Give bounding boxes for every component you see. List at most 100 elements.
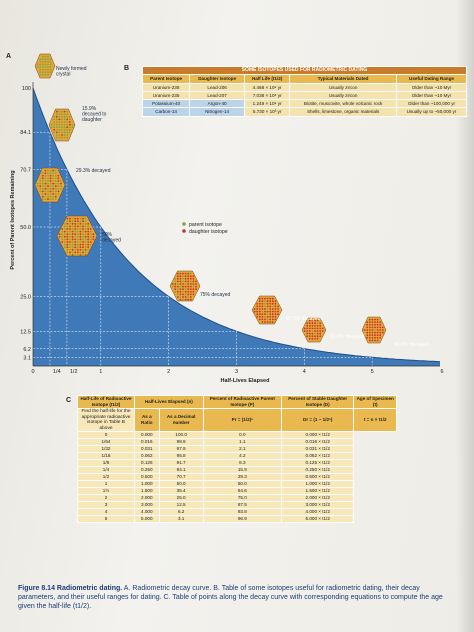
crystal-three-half-lives (251, 295, 283, 325)
y-tick-label: 6.2 (23, 347, 31, 353)
annotation-label: 29.3% decayed (76, 168, 111, 174)
y-tick-label: 25.0 (20, 295, 31, 301)
decay-points-row: 1/2 0.500 70.7 29.3 0.500 × t1/2 (77, 473, 397, 482)
decay-points-cell: 5.000 × t1/2 (280, 515, 355, 524)
header-age: Age of Specimen (t) (353, 395, 397, 409)
crystal-two-half-lives (169, 270, 201, 302)
crystal-five-half-lives (361, 316, 387, 344)
decay-points-cell: 5.000 (134, 515, 160, 524)
decay-points-cell: 1/16 (77, 452, 135, 461)
isotope-table-cell: 5.730 × 10³ yr (243, 107, 291, 117)
decay-points-cell: 3.1 (158, 515, 204, 524)
panel-label-a: A (6, 53, 11, 60)
decay-points-cell: 4 (77, 508, 135, 517)
y-tick-label: 50.0 (20, 225, 31, 231)
decay-points-cell: 1½ (77, 487, 135, 496)
decay-points-cell: 0.125 (134, 459, 160, 468)
decay-points-cell: 84.1 (158, 466, 204, 475)
decay-points-cell: 2.000 (134, 494, 160, 503)
decay-points-cell: 0.250 (134, 466, 160, 475)
annotation-label: 87.5% decayed (286, 316, 321, 322)
decay-points-row: 1/64 0.016 98.9 1.1 0.016 × t1/2 (77, 438, 397, 447)
decay-points-cell: 1/4 (77, 466, 135, 475)
annotation-label: 15.9% decayed to daughter (82, 106, 107, 123)
isotope-table-cell: Potassium-40 (141, 99, 191, 109)
x-tick-label: 6 (440, 369, 443, 375)
decay-points-cell: 0.031 (134, 445, 160, 454)
decay-points-cell: 0.000 (134, 431, 160, 440)
isotope-table-cell: 1.248 × 10⁹ yr (243, 99, 291, 109)
decay-points-row: 1½ 1.500 35.4 64.6 1.500 × t1/2 (77, 487, 397, 496)
isotope-table-cell: Shells, limestone, organic materials (289, 107, 397, 117)
decay-points-cell: 0.062 × t1/2 (280, 452, 355, 461)
isotope-table-cell: 7.038 × 10⁸ yr (243, 90, 291, 101)
decay-points-cell: 87.5 (202, 501, 282, 510)
header-daughter: Percent of Stable Daughter Isotope (D) (280, 395, 355, 409)
decay-points-row: 4 4.000 6.2 93.8 4.000 × t1/2 (77, 508, 397, 517)
isotope-table-header: Useful Dating Range (395, 74, 468, 84)
decay-points-cell: 25.0 (158, 494, 204, 503)
annotation-label: 75% decayed (200, 292, 231, 298)
decay-points-cell: 97.9 (158, 445, 204, 454)
isotope-table-cell: Older than ~10 Myr (395, 82, 468, 92)
y-tick-label: 12.5 (20, 329, 31, 335)
decay-points-cell: 29.3 (202, 473, 282, 482)
decay-points-row: 5 5.000 3.1 96.9 5.000 × t1/2 (77, 515, 397, 524)
header-half-life: Half-Life of Radioactive Isotope (t1/2) (77, 395, 135, 409)
decay-points-cell: 64.6 (202, 487, 282, 496)
header-elapsed: Half-Lives Elapsed (n) (134, 395, 204, 409)
decay-curve-chart: A B 100 84.1 70.7 50.0 25.0 12.5 6.2 3.1 0 1/4 1/2… (6, 53, 444, 384)
decay-points-cell: 0.250 × t1/2 (280, 466, 355, 475)
decay-points-row: 1/16 0.062 95.8 4.2 0.062 × t1/2 (77, 452, 397, 461)
x-tick-label: 4 (303, 369, 306, 375)
y-tick-label: 100 (22, 86, 31, 92)
isotope-table-cell: Older than ~10 Myr (395, 90, 468, 101)
decay-points-body: 0 0.000 100.0 0.0 0.000 × t1/2 1/64 0.016 98.9 1… (77, 431, 397, 524)
decay-points-cell: 0.500 (134, 473, 160, 482)
x-tick-label: 2 (167, 369, 170, 375)
decay-points-row: 1 1.000 50.0 50.0 1.000 × t1/2 (77, 480, 397, 489)
caption-text: A. Radiometric decay curve. B. Table of … (18, 585, 443, 610)
subheader-daughter-eq: Dr = (1 − 1/2ⁿ) (280, 407, 355, 433)
x-tick-label: 3 (235, 369, 238, 375)
decay-points-cell: 1/64 (77, 438, 135, 447)
decay-points-cell: 5 (77, 515, 135, 524)
decay-points-cell: 35.4 (158, 487, 204, 496)
decay-points-cell: 50.0 (158, 480, 204, 489)
decay-points-cell: 100.0 (158, 431, 204, 440)
decay-points-cell: 1.000 (134, 480, 160, 489)
isotope-table-header: Half Life (t1/2) (243, 74, 291, 84)
isotope-table-cell: Uranium-235 (141, 90, 191, 101)
decay-points-table: Half-Life of Radioactive Isotope (t1/2) … (77, 395, 397, 524)
annotation-label: 50% decayed (102, 232, 121, 244)
y-axis-label: Percent of Parent Isotopes Remaining (10, 170, 16, 269)
isotope-table-header-row: Parent Isotope Daughter Isotope Half Life … (141, 74, 468, 84)
decay-points-cell: 15.9 (202, 466, 282, 475)
x-tick-label: 1/2 (70, 369, 78, 375)
decay-points-cell: 1.000 × t1/2 (280, 480, 355, 489)
isotope-table-cell: Carbon-14 (141, 107, 191, 117)
decay-points-cell: 2.1 (202, 445, 282, 454)
isotope-table-row: Carbon-14 Nitrogen-14 5.730 × 10³ yr Shells… (141, 107, 468, 117)
decay-points-cell: 3.000 (134, 501, 160, 510)
isotope-table-cell: Biotite, muscovite, whole volcanic rock (289, 99, 397, 109)
decay-points-cell: 0.125 × t1/2 (280, 459, 355, 468)
annotation-label: Newly formed crystal (56, 66, 87, 78)
panel-label-c: C (66, 397, 72, 404)
decay-points-cell: 1.500 (134, 487, 160, 496)
decay-points-cell: 70.7 (158, 473, 204, 482)
decay-points-row: 1/4 0.250 84.1 15.9 0.250 × t1/2 (77, 466, 397, 475)
crystal-newly-formed (34, 53, 56, 79)
decay-points-row: 0 0.000 100.0 0.0 0.000 × t1/2 (77, 431, 397, 440)
subheader-ratio: As a Ratio (134, 407, 160, 433)
decay-points-cell: 0.016 × t1/2 (280, 438, 355, 447)
decay-points-cell: 6.2 (158, 508, 204, 517)
decay-points-cell: 4.000 (134, 508, 160, 517)
panel-label-b: B (124, 65, 129, 72)
x-axis-label: Half-Lives Elapsed (221, 378, 270, 384)
page-shadow (456, 0, 474, 632)
decay-points-row: 1/32 0.031 97.9 2.1 0.031 × t1/2 (77, 445, 397, 454)
decay-points-cell: 75.0 (202, 494, 282, 503)
y-tick-label: 70.7 (20, 167, 31, 173)
